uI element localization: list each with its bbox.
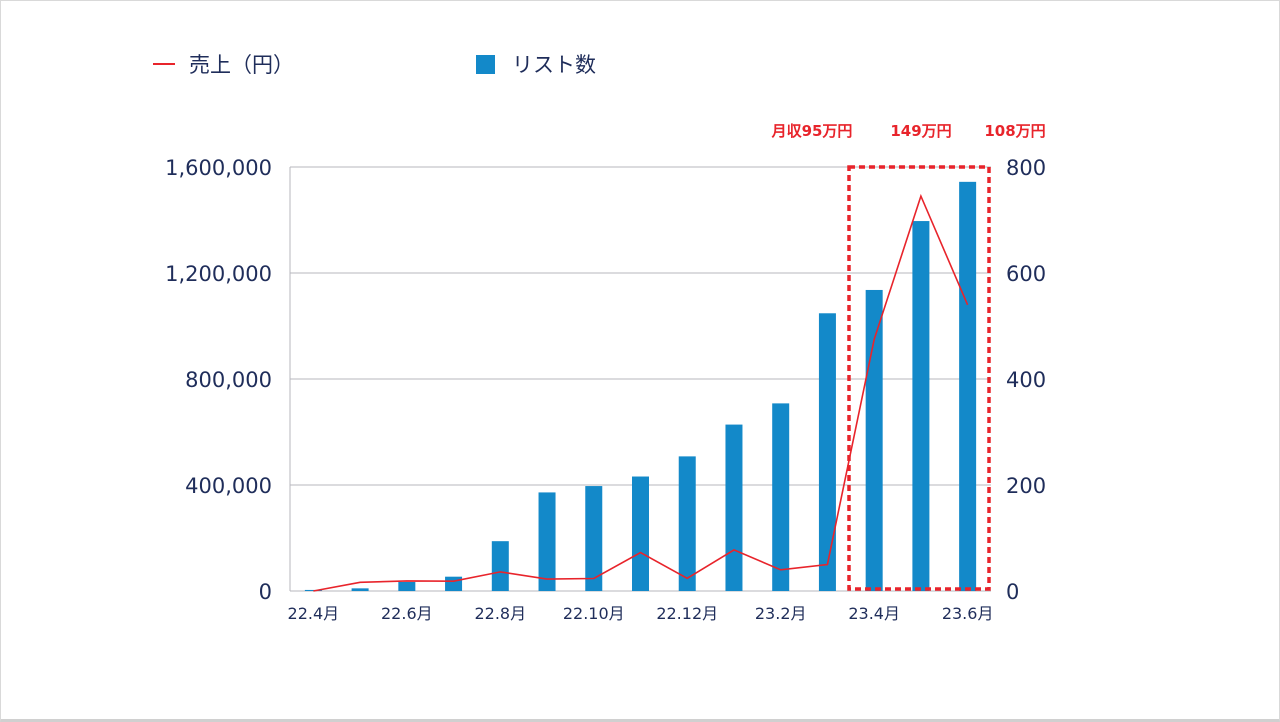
bar	[585, 486, 603, 591]
bar	[912, 221, 930, 591]
x-tick-label: 23.4月	[848, 604, 900, 623]
bar	[351, 588, 369, 591]
legend-bar-label: リスト数	[512, 53, 596, 77]
bar	[398, 581, 416, 591]
y-right-tick-label: 400	[1006, 368, 1046, 392]
legend-line-label: 売上（円）	[189, 53, 294, 77]
x-tick-label: 22.8月	[474, 604, 526, 623]
x-tick-label: 22.4月	[288, 604, 340, 623]
bar	[725, 424, 743, 591]
legend-bar-entry: リスト数	[476, 49, 596, 79]
bar	[491, 541, 509, 591]
bar	[632, 476, 649, 591]
revenue-annotation: 149万円	[890, 122, 951, 140]
y-left-tick-label: 0	[259, 580, 272, 604]
bar	[538, 492, 556, 591]
bar	[445, 576, 463, 591]
x-tick-label: 23.2月	[755, 604, 807, 623]
y-left-tick-label: 1,200,000	[165, 262, 272, 286]
bar	[865, 289, 883, 591]
y-left-tick-label: 400,000	[185, 474, 272, 498]
y-left-tick-label: 800,000	[185, 368, 272, 392]
legend-line-entry: 売上（円）	[153, 49, 294, 79]
legend-line-swatch	[153, 63, 175, 65]
bar	[818, 313, 836, 591]
sales-line	[313, 193, 969, 592]
y-right-tick-label: 800	[1006, 156, 1046, 180]
bar	[959, 181, 977, 591]
x-tick-label: 22.10月	[563, 604, 625, 623]
y-right-tick-label: 0	[1006, 580, 1019, 604]
x-tick-label: 22.6月	[381, 604, 433, 623]
y-right-tick-label: 200	[1006, 474, 1046, 498]
highlight-box	[847, 165, 991, 591]
revenue-annotation: 108万円	[984, 122, 1045, 140]
y-left-tick-label: 1,600,000	[165, 156, 272, 180]
revenue-annotation: 月収95万円	[771, 122, 853, 140]
x-tick-label: 22.12月	[656, 604, 718, 623]
bar	[678, 456, 696, 591]
legend-bar-swatch	[476, 54, 495, 74]
y-right-tick-label: 600	[1006, 262, 1046, 286]
bar	[772, 403, 790, 591]
x-tick-label: 23.6月	[942, 604, 994, 623]
